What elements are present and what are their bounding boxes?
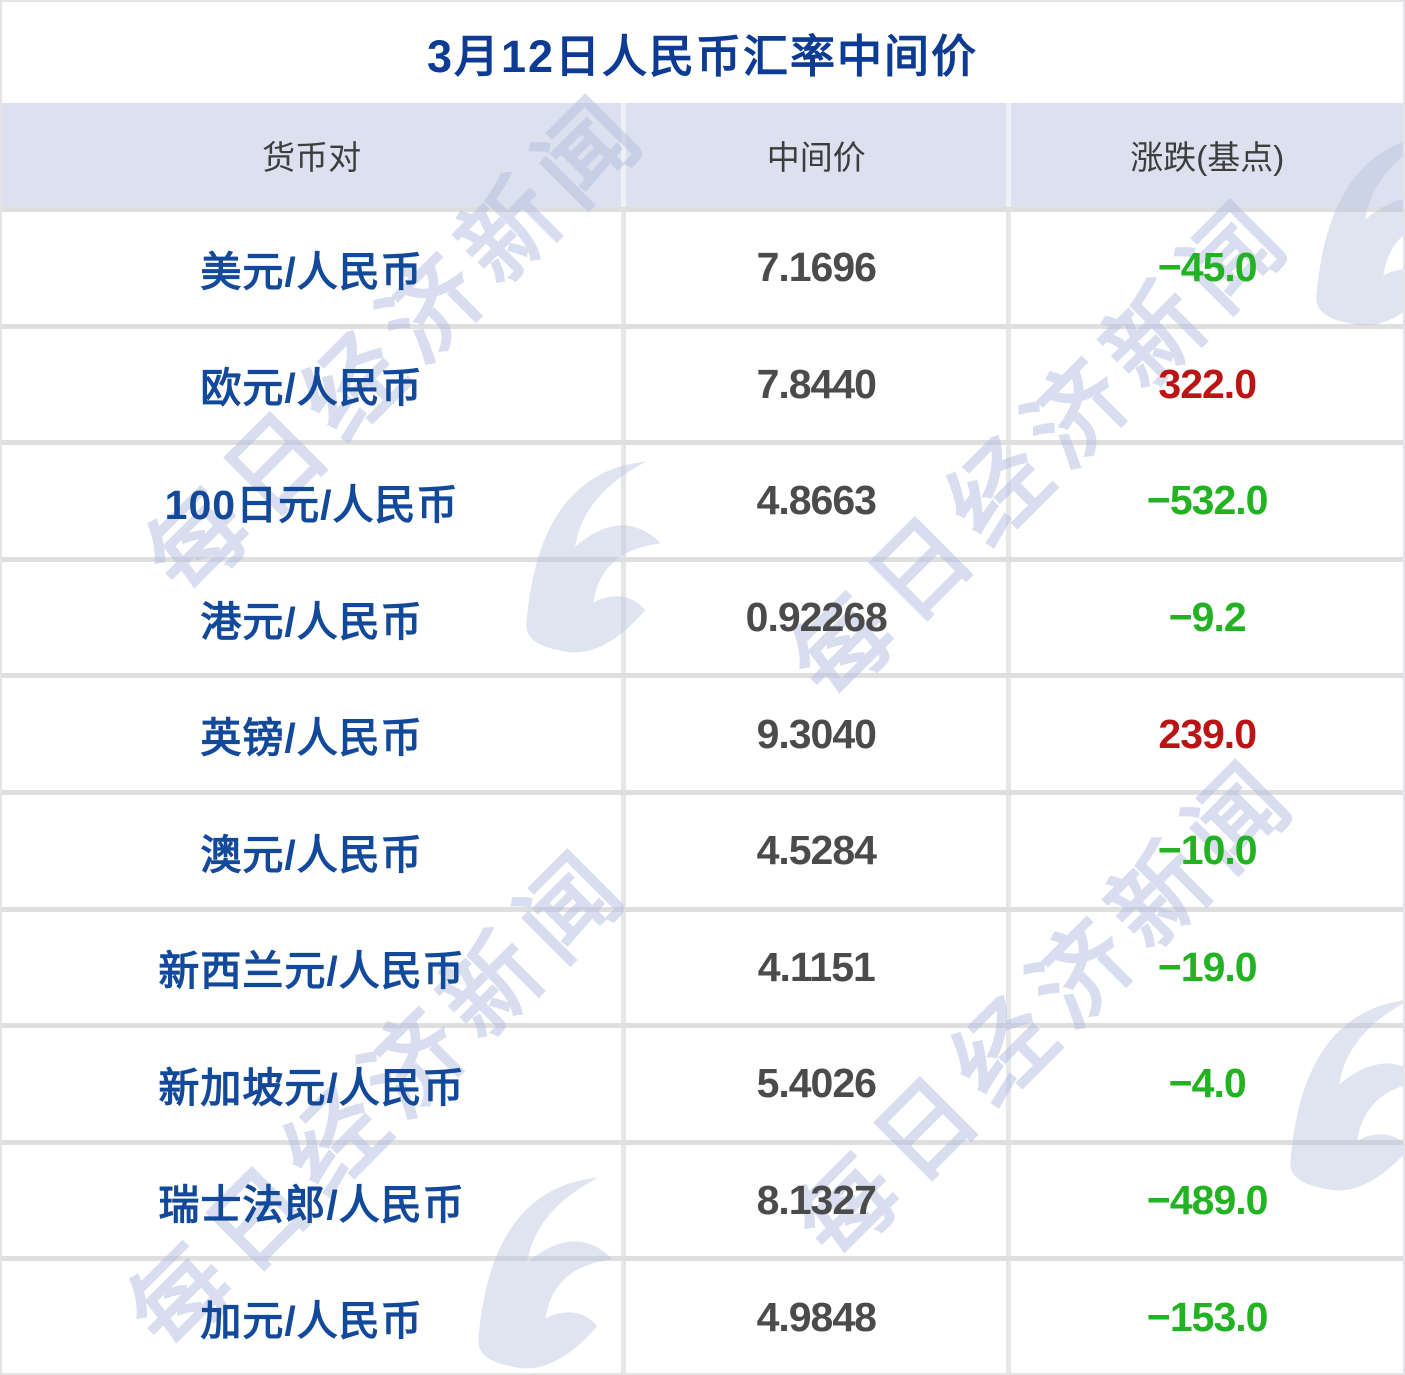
table-row: 欧元/人民币 7.8440 322.0 [2,323,1403,441]
currency-pair-cell: 100日元/人民币 [2,445,627,557]
mid-price-cell: 4.5284 [626,794,1012,907]
table-row: 新西兰元/人民币 4.1151 −19.0 [2,906,1403,1024]
header-currency-pair: 货币对 [2,103,627,207]
change-cell: −153.0 [1011,1261,1403,1373]
currency-pair-cell: 新加坡元/人民币 [2,1028,627,1140]
mid-price-cell: 7.1696 [626,212,1012,324]
currency-pair-label: 澳元/人民币 [200,831,423,878]
change-cell: 322.0 [1011,329,1403,441]
change-cell: −9.2 [1011,562,1403,674]
change-value: −4.0 [1168,1060,1247,1107]
mid-price-value: 8.1327 [756,1177,877,1224]
table-row: 加元/人民币 4.9848 −153.0 [2,1256,1403,1373]
table-row: 100日元/人民币 4.8663 −532.0 [2,440,1403,557]
mid-price-cell: 9.3040 [626,678,1012,790]
currency-pair-cell: 新西兰元/人民币 [2,911,627,1024]
currency-pair-label: 港元/人民币 [200,598,423,645]
change-cell: −532.0 [1011,445,1403,557]
page-title: 3月12日人民币汇率中间价 [426,31,979,82]
currency-pair-label: 瑞士法郎/人民币 [158,1181,465,1228]
mid-price-cell: 4.9848 [626,1261,1012,1373]
currency-pair-cell: 澳元/人民币 [2,794,627,907]
change-value: −19.0 [1157,943,1258,990]
table-body: 美元/人民币 7.1696 −45.0 欧元/人民币 7.8440 322.0 … [2,207,1403,1373]
change-value: 322.0 [1158,360,1257,407]
change-value: 239.0 [1158,710,1257,757]
change-value: −153.0 [1146,1293,1269,1340]
currency-pair-label: 英镑/人民币 [200,715,423,762]
mid-price-value: 0.92268 [745,594,888,641]
table-row: 新加坡元/人民币 5.4026 −4.0 [2,1023,1403,1140]
table-row: 美元/人民币 7.1696 −45.0 [2,207,1403,324]
table-row: 港元/人民币 0.92268 −9.2 [2,556,1403,674]
change-value: −532.0 [1146,477,1269,524]
change-cell: −45.0 [1011,212,1403,324]
currency-pair-cell: 欧元/人民币 [2,328,627,441]
mid-price-cell: 0.92268 [626,561,1012,674]
table-header-row: 货币对 中间价 涨跌(基点) [2,103,1403,207]
mid-price-value: 7.8440 [756,360,877,407]
currency-pair-label: 加元/人民币 [200,1298,423,1345]
currency-pair-cell: 瑞士法郎/人民币 [2,1144,627,1257]
currency-pair-label: 新西兰元/人民币 [158,948,465,995]
currency-pair-label: 新加坡元/人民币 [158,1064,465,1111]
currency-pair-cell: 美元/人民币 [2,212,627,324]
mid-price-value: 4.1151 [757,943,876,990]
change-cell: −10.0 [1011,795,1403,907]
change-cell: −19.0 [1011,912,1403,1024]
mid-price-value: 4.9848 [756,1293,877,1340]
mid-price-cell: 8.1327 [626,1144,1012,1257]
table-row: 澳元/人民币 4.5284 −10.0 [2,789,1403,907]
mid-price-value: 7.1696 [756,244,877,291]
mid-price-cell: 4.1151 [626,911,1012,1024]
title-bar: 3月12日人民币汇率中间价 [2,2,1403,103]
change-cell: −489.0 [1011,1145,1403,1257]
currency-pair-label: 美元/人民币 [200,248,423,295]
mid-price-cell: 7.8440 [626,328,1012,441]
mid-price-value: 4.8663 [756,477,877,524]
change-cell: 239.0 [1011,678,1403,790]
table-row: 英镑/人民币 9.3040 239.0 [2,673,1403,790]
change-cell: −4.0 [1011,1028,1403,1140]
currency-pair-cell: 港元/人民币 [2,561,627,674]
table-row: 瑞士法郎/人民币 8.1327 −489.0 [2,1139,1403,1257]
currency-pair-cell: 加元/人民币 [2,1261,627,1373]
change-value: −10.0 [1157,827,1258,874]
mid-price-cell: 4.8663 [626,445,1012,557]
header-change-bps: 涨跌(基点) [1130,139,1285,176]
change-value: −9.2 [1168,594,1247,641]
mid-price-value: 9.3040 [756,710,877,757]
change-value: −45.0 [1157,244,1258,291]
mid-price-cell: 5.4026 [626,1028,1012,1140]
change-value: −489.0 [1146,1177,1269,1224]
currency-pair-label: 欧元/人民币 [200,365,423,412]
mid-price-value: 5.4026 [756,1060,877,1107]
currency-pair-label: 100日元/人民币 [164,481,459,528]
header-mid-price: 中间价 [626,103,1012,207]
mid-price-value: 4.5284 [756,827,877,874]
currency-pair-cell: 英镑/人民币 [2,678,627,790]
